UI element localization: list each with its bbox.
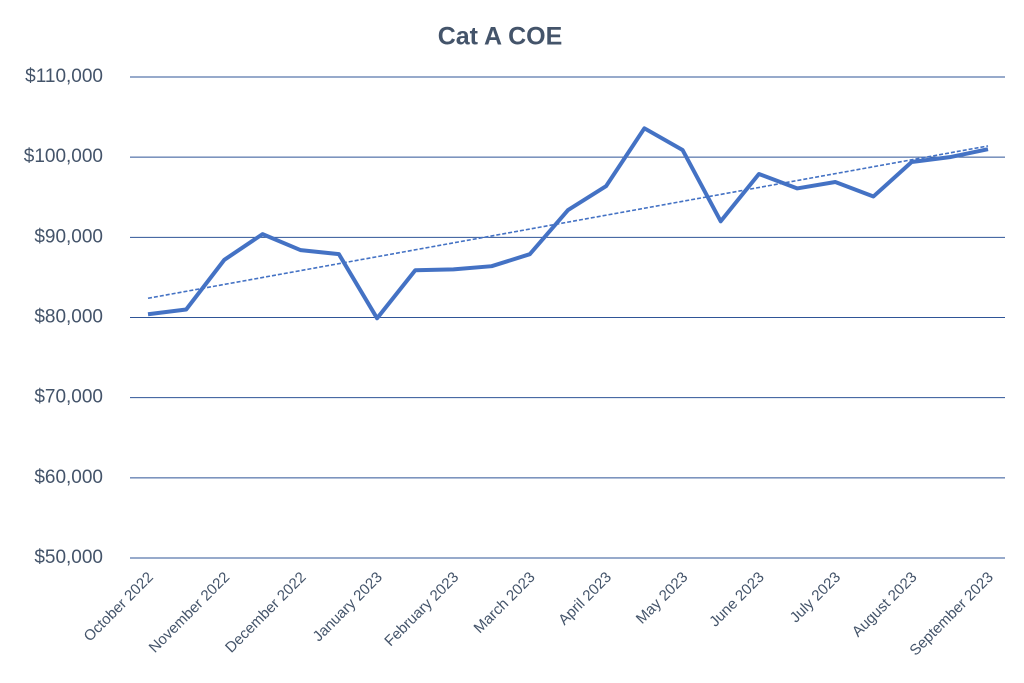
y-tick-label: $80,000 — [34, 307, 103, 328]
trendline — [147, 145, 989, 300]
y-tick-label: $60,000 — [34, 467, 103, 488]
y-tick-label: $70,000 — [34, 387, 103, 408]
y-tick-label: $100,000 — [24, 146, 103, 167]
chart-title: Cat A COE — [438, 23, 563, 51]
y-tick-label: $90,000 — [34, 226, 103, 247]
y-tick-label: $110,000 — [25, 66, 103, 87]
data-line — [147, 126, 989, 321]
y-tick-label: $50,000 — [34, 547, 103, 568]
